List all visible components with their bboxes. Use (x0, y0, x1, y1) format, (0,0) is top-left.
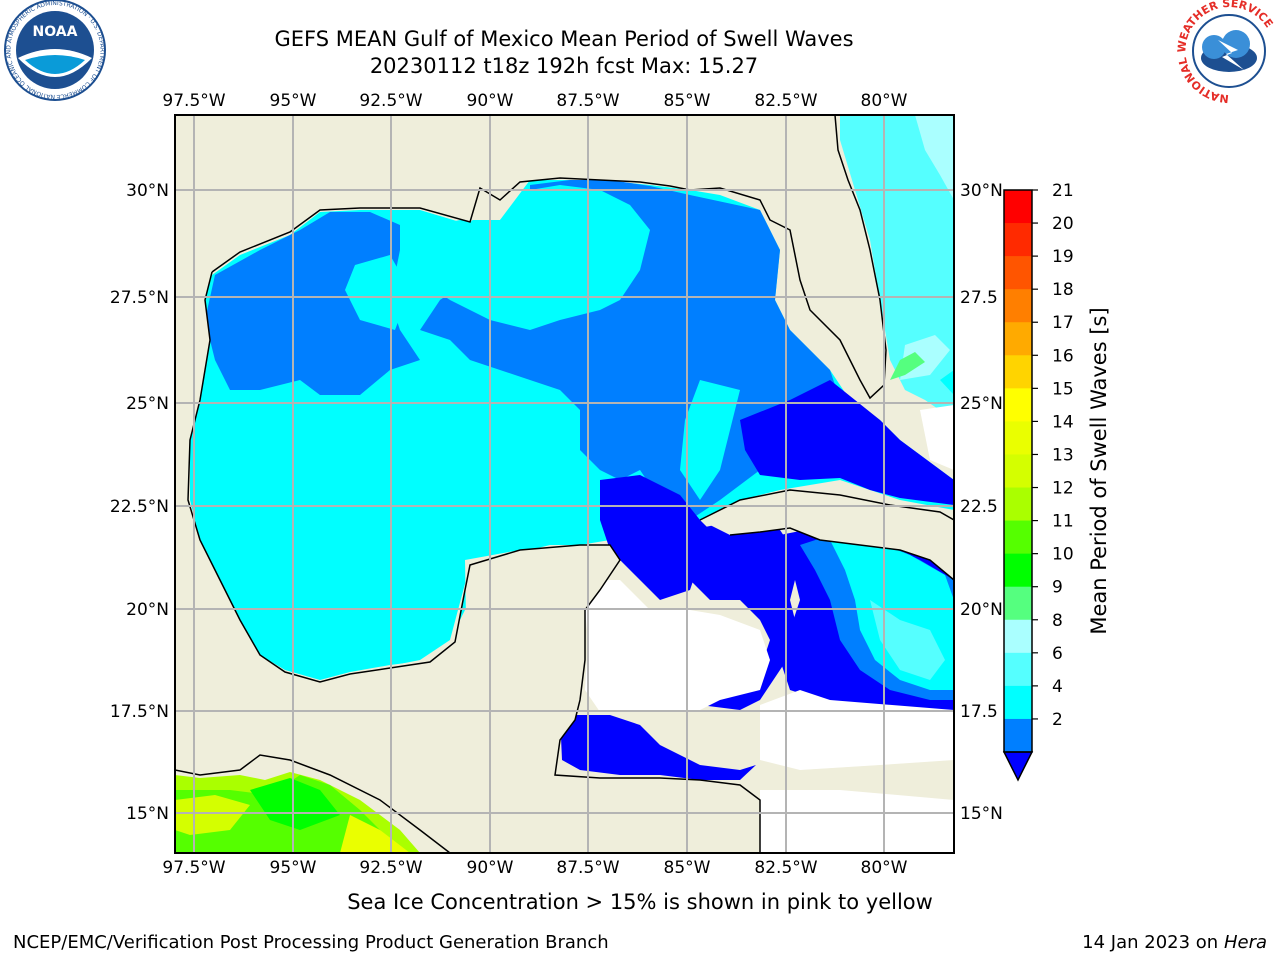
lon-label: 97.5°W (162, 858, 225, 878)
colorbar-swatch (1004, 289, 1032, 323)
colorbar-swatch (1004, 190, 1032, 224)
colorbar-tick-label: 21 (1052, 181, 1074, 201)
lon-label: 82.5°W (754, 858, 817, 878)
lon-label: 95°W (270, 858, 317, 878)
lon-label: 87.5°W (556, 91, 619, 111)
lon-labels-bottom: 97.5°W 95°W 92.5°W 90°W 87.5°W 85°W 82.5… (162, 858, 907, 878)
chart-subtitle: 20230112 t18z 192h fcst Max: 15.27 (369, 54, 759, 78)
lon-label: 92.5°W (359, 858, 422, 878)
lon-label: 95°W (270, 91, 317, 111)
lat-label: 27.5°N (110, 288, 169, 308)
lat-labels-left: 30°N 27.5°N 25°N 22.5°N 20°N 17.5°N 15°N (110, 181, 169, 824)
lon-label: 87.5°W (556, 858, 619, 878)
cuba (700, 490, 954, 580)
noaa-logo: NOAA NATIONAL OCEANIC AND ATMOSPHERIC AD… (4, 0, 106, 101)
colorbar-frame (1003, 189, 1033, 753)
missing-data-region (580, 580, 770, 712)
colorbar-tick-label: 12 (1052, 479, 1074, 499)
lon-label: 92.5°W (359, 91, 422, 111)
colorbar-swatch (1004, 487, 1032, 522)
lat-label: 22.5 (960, 497, 998, 517)
colorbar-tick-label: 8 (1052, 611, 1063, 631)
lat-label: 15°N (960, 804, 1003, 824)
map-panel (175, 115, 954, 853)
lat-label: 30°N (126, 181, 169, 201)
colorbar-swatch (1004, 685, 1032, 720)
colorbar-label: Mean Period of Swell Waves [s] (1087, 307, 1111, 634)
colorbar-swatch (1004, 454, 1032, 489)
colorbar-swatch (1004, 223, 1032, 257)
colorbar-under-arrow (1002, 751, 1034, 782)
nws-logo: NATIONAL WEATHER SERVICE (1175, 0, 1278, 105)
lon-label: 80°W (861, 91, 908, 111)
colorbar-swatch (1004, 388, 1032, 422)
caption: Sea Ice Concentration > 15% is shown in … (347, 890, 933, 914)
colorbar-tick-label: 13 (1052, 445, 1074, 465)
lat-label: 20°N (126, 600, 169, 620)
graticule (175, 115, 954, 853)
colorbar-swatch (1004, 520, 1032, 555)
colorbar-swatch (1004, 553, 1032, 588)
colorbar-tick-label: 9 (1052, 578, 1063, 598)
colorbar-tick-label: 20 (1052, 214, 1074, 234)
lat-label: 25°N (960, 394, 1003, 414)
lon-label: 90°W (467, 858, 514, 878)
lon-label: 85°W (664, 91, 711, 111)
colorbar-swatch (1004, 355, 1032, 389)
colorbar-tick-label: 6 (1052, 644, 1063, 664)
colorbar-swatch (1004, 586, 1032, 621)
colorbar-tick-label: 19 (1052, 247, 1074, 267)
colorbar-tick-label: 16 (1052, 346, 1074, 366)
footer-credit: NCEP/EMC/Verification Post Processing Pr… (13, 932, 609, 953)
colorbar-swatch (1004, 652, 1032, 687)
lon-label: 85°W (664, 858, 711, 878)
lon-labels-top: 97.5°W 95°W 92.5°W 90°W 87.5°W 85°W 82.5… (162, 91, 907, 111)
lon-label: 97.5°W (162, 91, 225, 111)
lat-label: 20°N (960, 600, 1003, 620)
coastline (175, 115, 954, 853)
colorbar-swatch (1004, 718, 1032, 753)
colorbar-swatch (1004, 421, 1032, 455)
colorbar-tick-label: 15 (1052, 379, 1074, 399)
dark-blue-region (740, 380, 954, 505)
colorbar-tick-label: 18 (1052, 280, 1074, 300)
colorbar-swatch (1004, 256, 1032, 290)
colorbar: 21 20 19 18 17 16 15 14 13 12 11 10 9 8 6 4 2 (1002, 181, 1074, 782)
colorbar-tick-label: 14 (1052, 412, 1074, 432)
noaa-logo-text: NOAA (33, 24, 78, 40)
lat-label: 15°N (126, 804, 169, 824)
lat-labels-right: 30°N 27.5 25°N 22.5 20°N 17.5 15°N (960, 181, 1003, 824)
map-frame (174, 114, 955, 854)
colorbar-swatch (1004, 619, 1032, 654)
lat-label: 22.5°N (110, 497, 169, 517)
lat-label: 30°N (960, 181, 1003, 201)
colorbar-tick-label: 10 (1052, 545, 1074, 565)
yucatan-peninsula (175, 545, 760, 853)
colorbar-tick-label: 2 (1052, 710, 1063, 730)
footer-timestamp: 14 Jan 2023 on Hera (1082, 932, 1267, 953)
chart-title: GEFS MEAN Gulf of Mexico Mean Period of … (274, 27, 854, 51)
lon-label: 80°W (861, 858, 908, 878)
lon-label: 90°W (467, 91, 514, 111)
colorbar-tick-label: 11 (1052, 512, 1074, 532)
lat-label: 25°N (126, 394, 169, 414)
colorbar-swatch (1004, 322, 1032, 356)
lon-label: 82.5°W (754, 91, 817, 111)
colorbar-tick-label: 17 (1052, 313, 1074, 333)
florida (175, 115, 886, 398)
lat-label: 27.5 (960, 288, 998, 308)
lat-label: 17.5°N (110, 702, 169, 722)
colorbar-tick-label: 4 (1052, 677, 1063, 697)
lat-label: 17.5 (960, 702, 998, 722)
